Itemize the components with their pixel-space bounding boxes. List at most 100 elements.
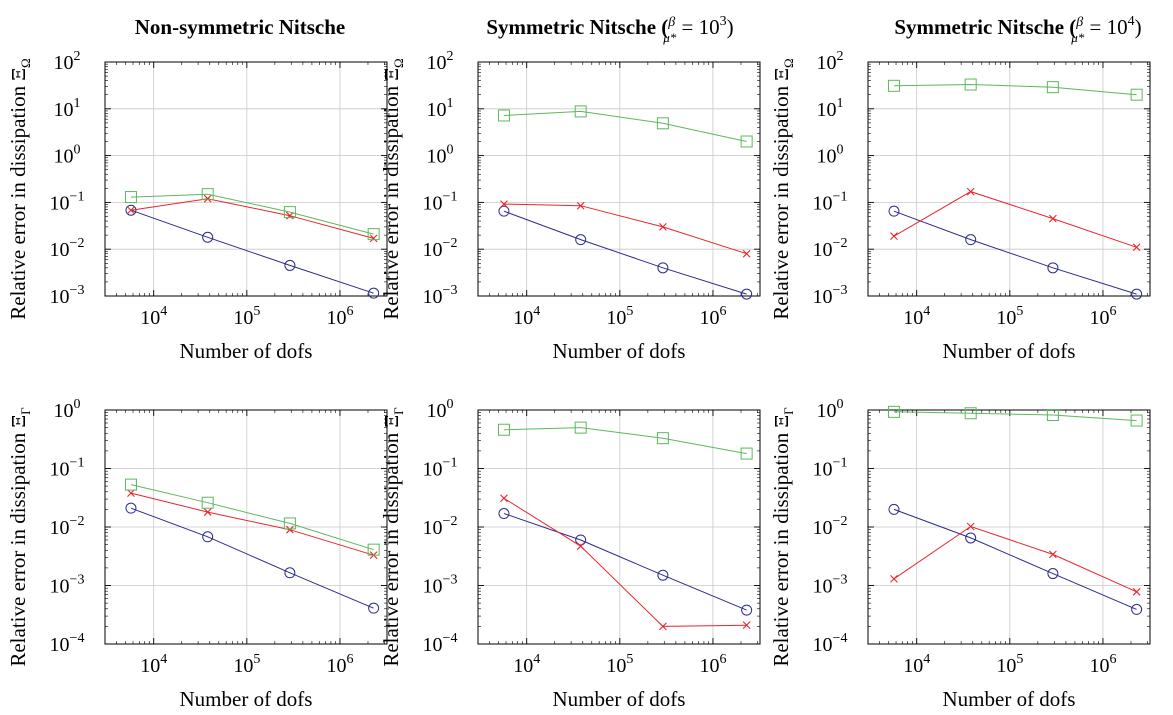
- data-point-square: [1046, 81, 1059, 94]
- data-point-circle: [575, 534, 587, 546]
- series-line-circle: [503, 513, 747, 611]
- data-point-cross: [127, 489, 135, 497]
- panel-top-right: 104 105 106 10−3 10−2 10−1 100 101 102 Number of …: [769, 49, 1151, 363]
- plot-frame: [477, 61, 761, 297]
- y-tick-label: 100: [54, 397, 81, 422]
- series-line-cross: [893, 525, 1137, 593]
- y-tick-label: 101: [817, 96, 844, 121]
- y-axis-label: Relative error in dissipation ΞΩ: [6, 58, 33, 319]
- data-point-square: [574, 105, 587, 118]
- x-axis-label: Number of dofs: [180, 339, 313, 363]
- y-tick-label: 10−2: [813, 236, 848, 261]
- panel-top-middle: 104 105 106 10−3 10−2 10−1 100 101 102 Number of …: [379, 49, 761, 363]
- x-tick-label: 104: [513, 304, 540, 329]
- data-point-square: [283, 517, 296, 530]
- y-tick-label: 100: [817, 143, 844, 168]
- y-tick-label: 10−1: [50, 189, 85, 214]
- y-axis-label: Relative error in dissipation ΞΓ: [6, 407, 33, 667]
- data-point-square: [964, 78, 977, 91]
- y-tick-label: 10−1: [423, 456, 458, 481]
- y-tick-label: 10−3: [813, 283, 848, 308]
- data-point-circle: [125, 502, 137, 514]
- data-point-circle: [125, 204, 137, 216]
- series-line-square: [130, 484, 374, 551]
- y-tick-label: 100: [427, 143, 454, 168]
- x-tick-label: 106: [699, 304, 726, 329]
- plot-frame: [104, 61, 388, 297]
- x-tick-label: 106: [326, 652, 353, 677]
- y-tick-label: 101: [54, 96, 81, 121]
- data-point-square: [1046, 409, 1059, 422]
- y-axis-label: Relative error in dissipation ΞΓ: [379, 407, 406, 667]
- x-tick-label: 105: [233, 304, 260, 329]
- y-axis-label: Relative error in dissipation ΞΓ: [769, 407, 796, 667]
- data-point-cross: [1132, 243, 1141, 252]
- data-point-square: [367, 543, 380, 556]
- x-axis-label: Number of dofs: [553, 687, 686, 711]
- x-tick-label: 105: [606, 652, 633, 677]
- data-point-circle: [368, 602, 380, 614]
- data-point-cross: [576, 542, 585, 551]
- data-point-circle: [657, 569, 669, 581]
- y-tick-label: 10−2: [423, 236, 458, 261]
- data-point-square: [283, 206, 296, 219]
- data-point-circle: [368, 287, 380, 299]
- data-point-cross: [203, 508, 212, 516]
- x-tick-label: 104: [140, 652, 167, 677]
- x-axis-label: Number of dofs: [943, 339, 1076, 363]
- series-line-cross: [503, 497, 747, 627]
- x-tick-label: 104: [903, 652, 930, 677]
- data-point-circle: [741, 288, 753, 300]
- data-point-cross: [1048, 550, 1057, 559]
- y-tick-label: 10−2: [423, 514, 458, 539]
- series-line-square: [503, 110, 747, 142]
- x-axis-label: Number of dofs: [553, 339, 686, 363]
- y-axis-label: Relative error in dissipation ΞΩ: [379, 58, 406, 319]
- data-point-cross: [890, 232, 898, 241]
- data-point-cross: [742, 249, 751, 258]
- y-tick-label: 10−4: [50, 631, 85, 656]
- x-tick-label: 105: [996, 304, 1023, 329]
- y-tick-label: 10−2: [813, 514, 848, 539]
- data-point-circle: [965, 234, 977, 246]
- y-tick-label: 10−4: [423, 631, 458, 656]
- data-point-circle: [965, 532, 977, 544]
- data-point-circle: [888, 503, 900, 515]
- data-point-circle: [498, 205, 510, 217]
- x-tick-label: 105: [233, 652, 260, 677]
- data-point-square: [124, 478, 137, 491]
- column-title-1: Non-symmetric Nitsche: [135, 15, 346, 39]
- data-point-cross: [369, 234, 378, 243]
- data-point-cross: [576, 201, 585, 210]
- data-point-square: [201, 496, 214, 509]
- y-tick-label: 100: [427, 397, 454, 422]
- panel-bottom-left: 104 105 106 10−4 10−3 10−2 10−1 100 Number of do…: [6, 397, 388, 711]
- series-line-cross: [893, 191, 1137, 248]
- data-point-cross: [285, 525, 294, 534]
- data-point-cross: [500, 494, 508, 503]
- panel-bottom-middle: 104 105 106 10−4 10−3 10−2 10−1 100 Number of do…: [379, 397, 761, 711]
- data-point-square: [124, 191, 137, 204]
- y-tick-label: 10−1: [813, 189, 848, 214]
- series-line-circle: [503, 210, 747, 295]
- data-point-cross: [966, 522, 975, 531]
- x-tick-label: 106: [699, 652, 726, 677]
- data-point-square: [1130, 88, 1143, 101]
- data-point-circle: [888, 205, 900, 217]
- y-tick-label: 10−1: [813, 456, 848, 481]
- panel-top-left: 104 105 106 10−3 10−2 10−1 100 101 102 Number of …: [6, 49, 388, 363]
- data-point-square: [740, 135, 753, 148]
- data-point-square: [497, 423, 510, 436]
- column-title-2: Symmetric Nitsche (β μ* = 103): [486, 14, 733, 45]
- data-point-square: [1130, 414, 1143, 427]
- x-tick-label: 105: [996, 652, 1023, 677]
- data-point-square: [964, 407, 977, 420]
- x-tick-label: 106: [1089, 652, 1116, 677]
- data-point-square: [367, 228, 380, 241]
- x-tick-label: 106: [326, 304, 353, 329]
- data-point-circle: [657, 262, 669, 274]
- y-tick-label: 100: [817, 397, 844, 422]
- series-line-square: [893, 411, 1137, 422]
- y-tick-label: 10−4: [813, 631, 848, 656]
- data-point-square: [201, 188, 214, 201]
